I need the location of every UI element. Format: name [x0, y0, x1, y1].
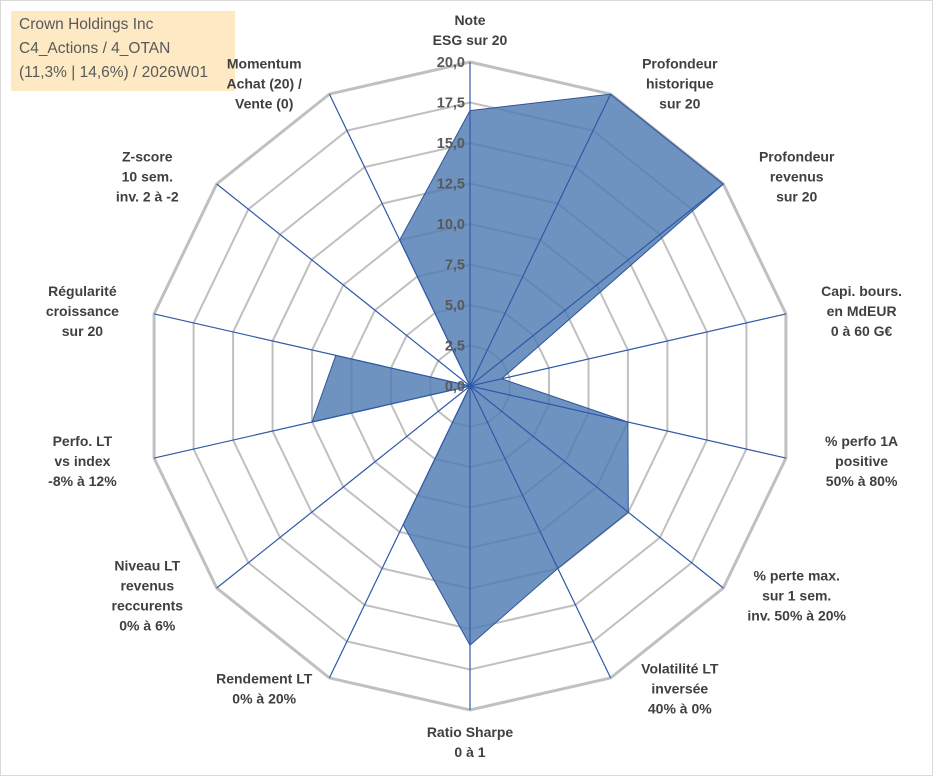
axis-label-line: 40% à 0% [648, 701, 712, 717]
axis-label-line: -8% à 12% [48, 473, 117, 489]
axis-label-line: 0 à 60 G€ [831, 323, 893, 339]
axis-label: % perfo 1A positive 50% à 80% [825, 433, 898, 489]
axis-label-line: 50% à 80% [826, 473, 898, 489]
axis-label-line: Ratio Sharpe [427, 724, 514, 740]
axis-label-line: positive [835, 453, 888, 469]
axis-label-line: sur 1 sem. [762, 588, 831, 604]
axis-spoke [469, 385, 724, 589]
axis-label-line: % perte max. [754, 568, 840, 584]
axis-spoke [469, 313, 787, 387]
axis-label: Profondeur historique sur 20 [642, 55, 718, 111]
axis-label: Profondeur revenus sur 20 [759, 149, 835, 205]
axis-label-line: Profondeur [642, 55, 718, 71]
axis-label-line: sur 20 [776, 189, 817, 205]
axis-label-line: en MdEUR [827, 303, 897, 319]
title-category: C4_Actions / 4_OTAN [19, 40, 171, 57]
axis-spoke [469, 385, 787, 459]
tick-label: 2,5 [445, 339, 465, 355]
tick-label: 15,0 [437, 136, 465, 152]
axis-label: Ratio Sharpe 0 à 1 [427, 724, 514, 760]
tick-label: 12,5 [437, 177, 465, 193]
radar-spokes [153, 62, 787, 710]
axis-label-line: sur 20 [62, 323, 103, 339]
axis-label-line: Régularité [48, 283, 117, 299]
axis-label: Z-score 10 sem. inv. 2 à -2 [116, 149, 179, 205]
axis-label-line: croissance [46, 303, 119, 319]
axis-label-line: 10 sem. [122, 169, 173, 185]
title-metrics: (11,3% | 14,6%) / 2026W01 [19, 64, 208, 81]
axis-spoke [328, 385, 471, 679]
radar-tick-labels: 0,0 2,5 5,0 7,5 10,0 12,5 15,0 17,5 20,0 [437, 55, 465, 395]
axis-spoke [469, 93, 612, 387]
axis-label-line: sur 20 [659, 95, 700, 111]
axis-label-line: ESG sur 20 [433, 32, 508, 48]
axis-spoke [328, 93, 471, 387]
axis-label: Perfo. LT vs index -8% à 12% [48, 433, 117, 489]
axis-spoke [216, 385, 471, 589]
axis-spoke [469, 183, 724, 387]
axis-label-line: Volatilité LT [641, 661, 719, 677]
axis-label-line: Perfo. LT [53, 433, 113, 449]
axis-label: Capi. bours. en MdEUR 0 à 60 G€ [821, 283, 902, 339]
axis-label-line: 0% à 20% [232, 691, 296, 707]
axis-label: Volatilité LT inversée 40% à 0% [641, 661, 719, 717]
axis-label-line: % perfo 1A [825, 433, 898, 449]
tick-label: 10,0 [437, 217, 465, 233]
axis-label-line: Achat (20) / [226, 75, 302, 91]
axis-spoke [153, 385, 471, 459]
axis-label-line: Niveau LT [114, 558, 180, 574]
axis-label-line: historique [646, 75, 714, 91]
axis-label-line: Note [454, 12, 485, 28]
chart-title-box: Crown Holdings Inc C4_Actions / 4_OTAN (… [11, 11, 235, 91]
radar-axis-labels: Note ESG sur 20 Profondeur historique sur 20… [46, 12, 902, 760]
axis-label-line: Momentum [227, 55, 302, 71]
axis-label-line: Vente (0) [235, 95, 293, 111]
tick-label: 5,0 [445, 298, 465, 314]
axis-label-line: 0 à 1 [454, 744, 485, 760]
axis-label-line: Z-score [122, 149, 173, 165]
axis-label-line: inv. 50% à 20% [747, 608, 846, 624]
axis-label: Note ESG sur 20 [433, 12, 508, 48]
axis-label-line: Capi. bours. [821, 283, 902, 299]
axis-label-line: inversée [651, 681, 708, 697]
title-company: Crown Holdings Inc [19, 16, 154, 33]
axis-label: Régularité croissance sur 20 [46, 283, 119, 339]
axis-label: Momentum Achat (20) / Vente (0) [226, 55, 302, 111]
tick-label: 20,0 [437, 55, 465, 71]
axis-label-line: inv. 2 à -2 [116, 189, 179, 205]
axis-label: Niveau LT revenus reccurents 0% à 6% [112, 558, 184, 634]
axis-label-line: revenus [120, 578, 174, 594]
axis-label-line: 0% à 6% [119, 618, 176, 634]
axis-spoke [216, 183, 471, 387]
axis-label-line: Rendement LT [216, 671, 313, 687]
axis-label-line: reccurents [112, 598, 184, 614]
axis-spoke [469, 385, 612, 679]
axis-label-line: Profondeur [759, 149, 835, 165]
axis-label-line: revenus [770, 169, 824, 185]
axis-spoke [153, 313, 471, 387]
tick-label: 17,5 [437, 96, 465, 112]
axis-label-line: vs index [54, 453, 110, 469]
tick-label: 0,0 [445, 379, 465, 395]
axis-label: % perte max. sur 1 sem. inv. 50% à 20% [747, 568, 846, 624]
axis-label: Rendement LT 0% à 20% [216, 671, 313, 707]
tick-label: 7,5 [445, 258, 465, 274]
